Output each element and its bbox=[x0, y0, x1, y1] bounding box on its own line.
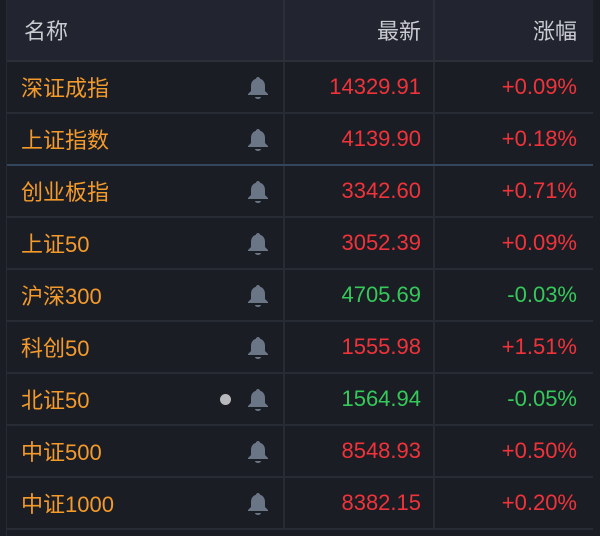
latest-cell: 4139.90 bbox=[285, 114, 435, 164]
table-row[interactable]: 中证500 8548.93 +0.50% bbox=[7, 426, 593, 478]
change-percent: -0.03% bbox=[507, 282, 577, 307]
latest-cell: 3052.39 bbox=[285, 218, 435, 268]
change-percent: +0.18% bbox=[501, 126, 577, 151]
latest-price: 1555.98 bbox=[341, 334, 421, 359]
latest-price: 14329.91 bbox=[329, 74, 421, 99]
name-cell: 上证50 bbox=[7, 218, 285, 268]
name-cell: 科创50 bbox=[7, 322, 285, 372]
name-cell: 沪深300 bbox=[7, 270, 285, 320]
index-name: 深证成指 bbox=[21, 76, 110, 101]
bell-icon[interactable] bbox=[245, 179, 271, 205]
bell-icon[interactable] bbox=[245, 387, 271, 413]
header-change[interactable]: 涨幅 bbox=[435, 0, 593, 60]
table-row[interactable]: 上证指数 4139.90 +0.18% bbox=[7, 114, 593, 166]
change-cell: +0.09% bbox=[435, 62, 593, 112]
latest-cell: 3342.60 bbox=[285, 166, 435, 216]
latest-price: 4705.69 bbox=[341, 282, 421, 307]
index-name: 北证50 bbox=[21, 388, 90, 413]
latest-cell: 4705.69 bbox=[285, 270, 435, 320]
latest-cell: 1555.98 bbox=[285, 322, 435, 372]
bell-icon[interactable] bbox=[245, 439, 271, 465]
latest-cell: 8548.93 bbox=[285, 426, 435, 476]
change-cell: -0.03% bbox=[435, 270, 593, 320]
index-name: 中证1000 bbox=[21, 492, 114, 517]
name-cell: 创业板指 bbox=[7, 166, 285, 216]
bell-icon[interactable] bbox=[245, 75, 271, 101]
latest-price: 1564.94 bbox=[341, 386, 421, 411]
index-name: 上证50 bbox=[21, 232, 90, 257]
latest-price: 8548.93 bbox=[341, 438, 421, 463]
header-latest-label: 最新 bbox=[376, 19, 421, 44]
latest-price: 3052.39 bbox=[341, 230, 421, 255]
table-row[interactable]: 北证50 1564.94 -0.05% bbox=[7, 374, 593, 426]
table-header: 名称 最新 涨幅 bbox=[7, 0, 593, 62]
name-cell: 中证500 bbox=[7, 426, 285, 476]
index-name: 科创50 bbox=[21, 336, 90, 361]
change-percent: +0.71% bbox=[501, 178, 577, 203]
change-cell: +0.09% bbox=[435, 218, 593, 268]
header-change-label: 涨幅 bbox=[532, 19, 577, 44]
header-name-label: 名称 bbox=[24, 19, 69, 44]
name-cell: 深证成指 bbox=[7, 62, 285, 112]
change-cell: +1.51% bbox=[435, 322, 593, 372]
table-row[interactable]: 上证50 3052.39 +0.09% bbox=[7, 218, 593, 270]
index-table: 名称 最新 涨幅 深证成指 14329.91 +0.09% 上证指数 4139.… bbox=[7, 0, 593, 530]
bell-icon[interactable] bbox=[245, 283, 271, 309]
latest-cell: 14329.91 bbox=[285, 62, 435, 112]
table-row[interactable]: 中证1000 8382.15 +0.20% bbox=[7, 478, 593, 530]
table-row[interactable]: 深证成指 14329.91 +0.09% bbox=[7, 62, 593, 114]
bell-icon[interactable] bbox=[245, 127, 271, 153]
name-cell: 上证指数 bbox=[7, 114, 285, 164]
index-name: 上证指数 bbox=[21, 128, 110, 153]
change-cell: +0.71% bbox=[435, 166, 593, 216]
change-percent: +0.09% bbox=[501, 74, 577, 99]
bell-icon[interactable] bbox=[245, 491, 271, 517]
change-cell: -0.05% bbox=[435, 374, 593, 424]
status-dot-icon bbox=[220, 394, 231, 405]
change-percent: +1.51% bbox=[501, 334, 577, 359]
table-row[interactable]: 沪深300 4705.69 -0.03% bbox=[7, 270, 593, 322]
change-cell: +0.50% bbox=[435, 426, 593, 476]
change-cell: +0.20% bbox=[435, 478, 593, 528]
latest-cell: 8382.15 bbox=[285, 478, 435, 528]
left-edge bbox=[0, 0, 7, 536]
change-percent: -0.05% bbox=[507, 386, 577, 411]
change-cell: +0.18% bbox=[435, 114, 593, 164]
latest-price: 3342.60 bbox=[341, 178, 421, 203]
name-cell: 北证50 bbox=[7, 374, 285, 424]
header-name[interactable]: 名称 bbox=[7, 0, 285, 60]
change-percent: +0.09% bbox=[501, 230, 577, 255]
latest-price: 8382.15 bbox=[341, 490, 421, 515]
latest-cell: 1564.94 bbox=[285, 374, 435, 424]
bell-icon[interactable] bbox=[245, 335, 271, 361]
name-cell: 中证1000 bbox=[7, 478, 285, 528]
index-name: 创业板指 bbox=[21, 180, 110, 205]
table-row[interactable]: 科创50 1555.98 +1.51% bbox=[7, 322, 593, 374]
index-name: 沪深300 bbox=[21, 284, 102, 309]
change-percent: +0.50% bbox=[501, 438, 577, 463]
table-row[interactable]: 创业板指 3342.60 +0.71% bbox=[7, 166, 593, 218]
latest-price: 4139.90 bbox=[341, 126, 421, 151]
bell-icon[interactable] bbox=[245, 231, 271, 257]
change-percent: +0.20% bbox=[501, 490, 577, 515]
header-latest[interactable]: 最新 bbox=[285, 0, 435, 60]
index-name: 中证500 bbox=[21, 440, 102, 465]
